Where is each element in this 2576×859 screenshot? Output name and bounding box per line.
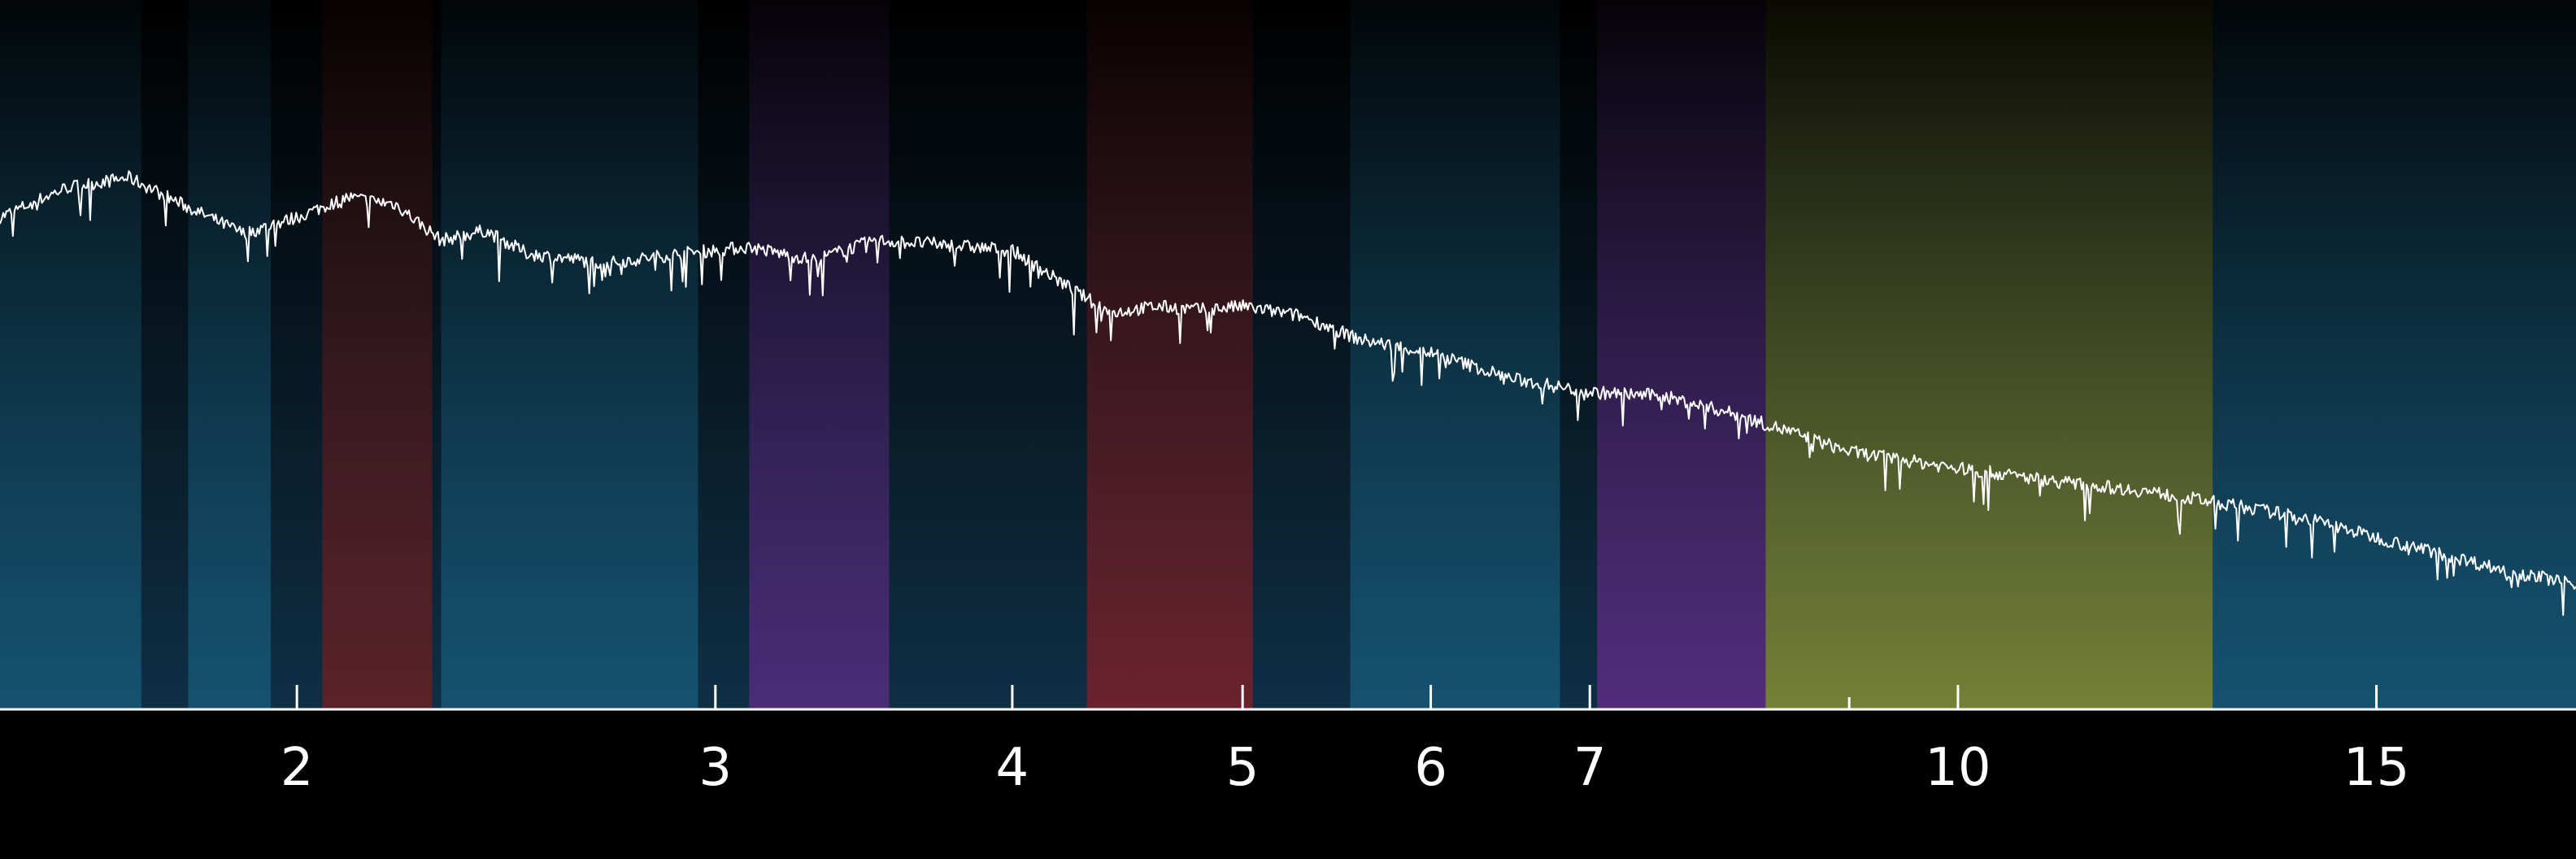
band-2 [322,0,433,709]
x-tick-label-15: 15 [2343,738,2409,798]
x-tick-label-3: 3 [698,738,732,798]
x-tick-label-6: 6 [1414,738,1447,798]
band-6 [1350,0,1560,709]
band-7 [1597,0,1766,709]
band-1 [188,0,272,709]
x-tick-label-4: 4 [996,738,1029,798]
x-tick-label-5: 5 [1226,738,1260,798]
wavelength-bands [0,0,2576,709]
band-4 [749,0,890,709]
x-tick-label-7: 7 [1573,738,1607,798]
spectrum-line [0,170,2576,617]
series-layer [0,170,2576,617]
band-5 [1086,0,1253,709]
band-9 [2213,0,2576,709]
x-axis-ticks: 2 3 4 5 6 7 10 15 [281,685,2409,798]
x-tick-label-2: 2 [281,738,314,798]
band-3 [441,0,698,709]
x-tick-label-10: 10 [1925,738,1991,798]
band-8 [1765,0,2213,709]
band-0 [0,0,141,709]
